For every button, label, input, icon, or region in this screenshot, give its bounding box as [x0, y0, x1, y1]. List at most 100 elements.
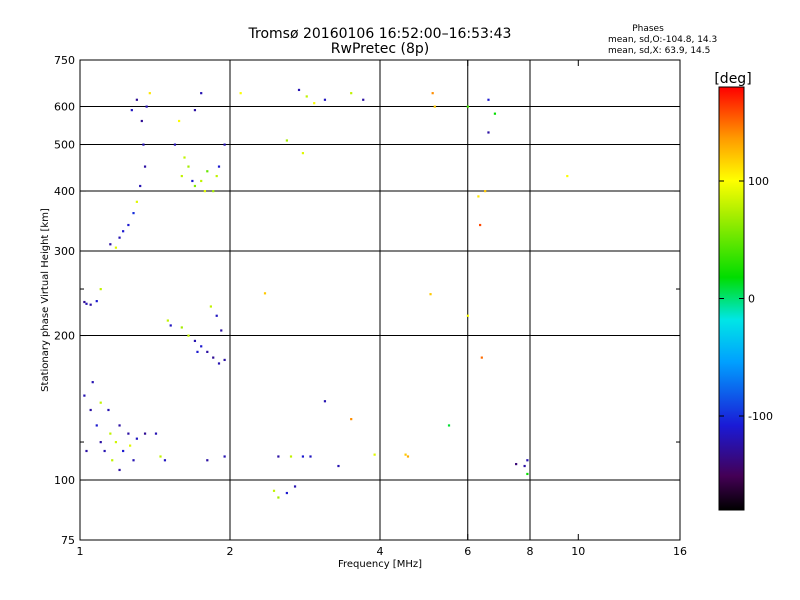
data-point: [145, 105, 148, 108]
data-point: [180, 174, 183, 178]
data-point: [187, 165, 190, 168]
data-point: [223, 358, 226, 362]
data-point: [99, 441, 102, 444]
data-point: [118, 468, 121, 472]
x-axis-label: Frequency [MHz]: [338, 559, 422, 570]
data-point: [447, 424, 451, 427]
data-points: [83, 88, 569, 499]
data-point: [466, 105, 469, 108]
data-point: [132, 212, 135, 215]
data-point: [337, 464, 340, 468]
y-axis-ticks: 75 100 200 300 400 500 600 750: [54, 54, 680, 547]
data-point: [85, 302, 88, 305]
data-point: [406, 455, 410, 458]
data-point: [484, 190, 487, 193]
data-point: [127, 432, 130, 435]
data-point: [493, 112, 497, 115]
data-point: [220, 329, 223, 332]
data-point: [433, 105, 436, 108]
chart-subtitle: RwPretec (8p): [331, 41, 429, 57]
data-point: [217, 362, 221, 365]
data-point: [263, 292, 267, 295]
data-point: [99, 401, 102, 404]
data-point: [173, 143, 177, 146]
data-point: [206, 170, 209, 173]
data-point: [99, 288, 102, 291]
data-point: [272, 489, 276, 492]
data-point: [285, 139, 288, 142]
data-point: [206, 350, 209, 353]
data-point: [293, 485, 297, 488]
data-point: [166, 319, 169, 322]
colorbar-tick-label: 100: [748, 175, 769, 188]
data-point: [103, 449, 106, 453]
data-point: [350, 418, 353, 421]
data-point: [127, 223, 130, 227]
data-point: [309, 455, 312, 458]
data-point: [217, 165, 221, 168]
data-point: [83, 394, 86, 397]
data-point: [177, 119, 181, 123]
data-point: [109, 432, 112, 435]
data-point: [429, 293, 432, 296]
data-point: [140, 119, 143, 123]
x-tick-label: 10: [571, 545, 585, 558]
data-point: [301, 152, 305, 155]
data-point: [135, 200, 138, 203]
data-point: [526, 472, 529, 476]
data-point: [83, 300, 86, 304]
data-point: [350, 92, 353, 95]
data-point: [148, 92, 151, 95]
data-point: [289, 455, 293, 458]
data-point: [239, 92, 242, 95]
data-point: [215, 174, 218, 178]
data-point: [129, 444, 132, 447]
phase-stats-x: mean, sd,X: 63.9, 14.5: [608, 46, 710, 56]
data-point: [297, 88, 301, 92]
data-point: [109, 243, 112, 246]
x-tick-label: 1: [77, 545, 84, 558]
data-point: [193, 109, 197, 112]
data-point: [142, 143, 145, 146]
phase-stats-title: Phases: [632, 24, 664, 34]
data-point: [206, 459, 209, 462]
colorbar-ticks: 100 0 -100: [719, 175, 773, 423]
y-tick-label: 600: [54, 101, 75, 114]
data-point: [107, 408, 110, 412]
data-point: [479, 223, 482, 227]
data-point: [404, 453, 407, 456]
colorbar-tick-label: 0: [748, 293, 755, 306]
data-point: [305, 95, 308, 98]
y-tick-label: 400: [54, 185, 75, 198]
data-point: [143, 165, 147, 168]
data-point: [89, 408, 92, 412]
x-tick-label: 2: [227, 545, 234, 558]
data-point: [193, 339, 197, 343]
data-point: [193, 184, 197, 188]
data-point: [200, 179, 203, 183]
data-point: [480, 356, 483, 359]
phase-stats-o: mean, sd,O:-104.8, 14.3: [608, 35, 717, 45]
data-point: [95, 424, 98, 427]
data-point: [566, 174, 569, 178]
data-point: [313, 102, 316, 105]
data-point: [95, 300, 98, 303]
data-point: [526, 459, 529, 462]
y-tick-label: 750: [54, 54, 75, 67]
data-point: [183, 156, 186, 159]
data-point: [91, 381, 94, 384]
colorbar-tick-label: -100: [748, 410, 773, 423]
colorbar-label: [deg]: [714, 71, 751, 87]
data-point: [122, 230, 125, 233]
y-tick-label: 200: [54, 330, 75, 343]
data-point: [487, 98, 490, 101]
x-tick-label: 8: [527, 545, 534, 558]
x-tick-label: 16: [673, 545, 687, 558]
data-point: [215, 314, 218, 317]
data-point: [209, 305, 212, 308]
y-tick-label: 500: [54, 139, 75, 152]
data-point: [277, 455, 280, 458]
data-point: [139, 184, 142, 188]
data-point: [154, 432, 158, 435]
y-tick-label: 100: [54, 474, 75, 487]
